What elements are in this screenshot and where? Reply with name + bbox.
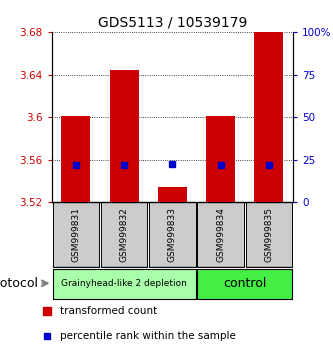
Bar — [101, 202, 147, 268]
Text: protocol: protocol — [0, 277, 39, 290]
Text: Grainyhead-like 2 depletion: Grainyhead-like 2 depletion — [61, 279, 187, 288]
Bar — [197, 269, 292, 299]
Text: transformed count: transformed count — [60, 307, 157, 316]
Bar — [53, 269, 195, 299]
Bar — [197, 202, 244, 268]
Text: GSM999832: GSM999832 — [120, 207, 129, 262]
Bar — [254, 30, 283, 202]
Text: GSM999833: GSM999833 — [168, 207, 177, 262]
Bar — [61, 116, 90, 202]
Title: GDS5113 / 10539179: GDS5113 / 10539179 — [98, 16, 247, 30]
Text: control: control — [223, 277, 266, 290]
Bar — [110, 70, 139, 202]
Bar — [206, 116, 235, 202]
Text: GSM999834: GSM999834 — [216, 207, 225, 262]
Text: percentile rank within the sample: percentile rank within the sample — [60, 331, 236, 342]
Bar — [53, 202, 99, 268]
Text: GSM999835: GSM999835 — [264, 207, 273, 262]
Bar — [149, 202, 195, 268]
Text: GSM999831: GSM999831 — [71, 207, 80, 262]
Bar — [246, 202, 292, 268]
Bar — [158, 187, 187, 202]
